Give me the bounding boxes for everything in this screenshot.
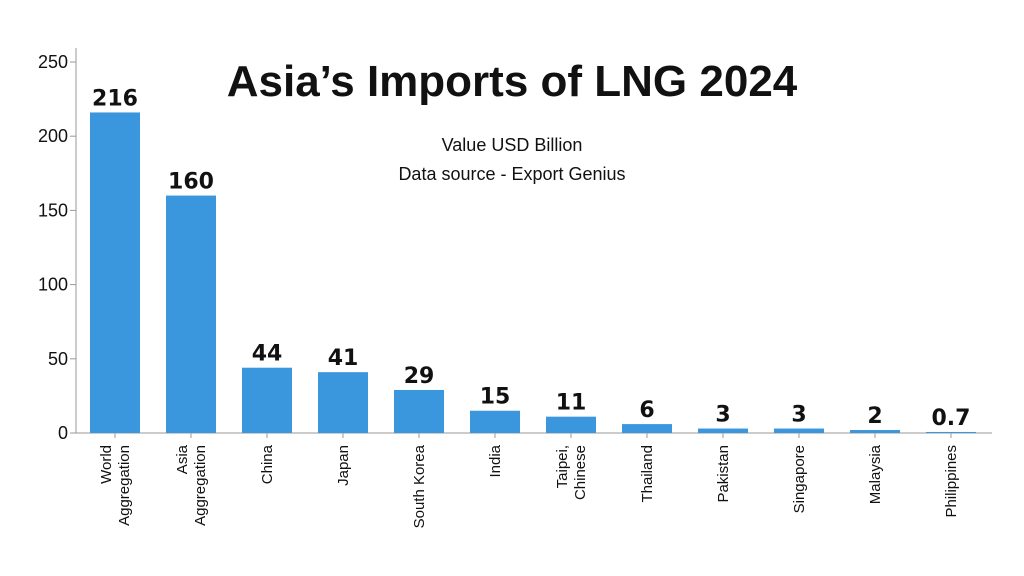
data-label: 6 <box>639 398 654 423</box>
x-tick-label: Japan <box>335 445 352 486</box>
x-tick-label: China <box>259 444 276 484</box>
x-tick-label: Chinese <box>572 445 589 500</box>
bar <box>166 195 216 433</box>
y-tick-label: 200 <box>38 126 68 146</box>
x-tick-label: Asia <box>174 444 191 474</box>
data-label: 41 <box>328 346 359 371</box>
x-tick-label: Thailand <box>639 445 656 503</box>
bar <box>774 428 824 433</box>
axes: 0 50 100 150 200 250 <box>38 48 992 443</box>
data-label: 216 <box>92 86 138 111</box>
bar <box>546 416 596 433</box>
data-label: 29 <box>404 364 435 389</box>
chart-subtitle-line-1: Value USD Billion <box>442 135 583 155</box>
bar <box>850 430 900 433</box>
data-label: 44 <box>252 342 283 367</box>
x-tick-label: World <box>98 445 115 484</box>
bars-group <box>90 112 976 434</box>
data-label: 15 <box>480 385 511 410</box>
data-label: 11 <box>556 391 587 416</box>
data-label: 2 <box>867 404 882 429</box>
x-tick-label: Aggregation <box>192 445 209 526</box>
y-tick-label: 100 <box>38 275 68 295</box>
chart-title: Asia’s Imports of LNG 2024 <box>227 57 798 106</box>
data-label: 3 <box>715 403 730 428</box>
x-tick-label: India <box>487 444 504 477</box>
x-tick-label: Philippines <box>943 445 960 518</box>
x-tick-label: Singapore <box>791 445 808 513</box>
bar <box>926 431 976 433</box>
x-tick-label: Aggregation <box>116 445 133 526</box>
chart-subtitle-line-2: Data source - Export Genius <box>398 164 625 184</box>
data-label: 0.7 <box>932 406 971 431</box>
bar <box>698 428 748 433</box>
x-tick-labels-group: World Aggregation Asia Aggregation China Japa… <box>98 433 960 528</box>
y-tick-label: 250 <box>38 52 68 72</box>
y-tick-label: 150 <box>38 200 68 220</box>
bar <box>622 424 672 433</box>
x-tick-label: Taipei, <box>554 445 571 488</box>
bar <box>470 410 520 433</box>
x-tick-label: Malaysia <box>867 444 884 504</box>
bar <box>394 389 444 433</box>
data-label: 3 <box>791 403 806 428</box>
bar <box>318 372 368 433</box>
x-tick-label: Pakistan <box>715 445 732 503</box>
bar <box>90 112 140 434</box>
y-tick-label: 50 <box>48 349 68 369</box>
y-tick-label: 0 <box>58 423 68 443</box>
x-tick-label: South Korea <box>411 444 428 528</box>
bar <box>242 367 292 433</box>
data-label: 160 <box>168 170 214 195</box>
data-labels-group: 216 160 44 41 29 15 11 6 3 3 2 0.7 <box>92 86 970 431</box>
